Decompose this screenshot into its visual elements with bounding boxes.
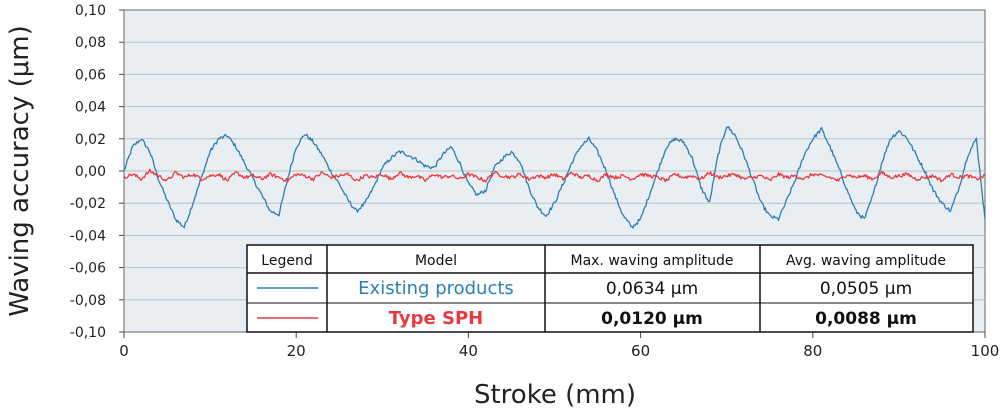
y-tick-label: 0,08 [75, 35, 106, 51]
legend-table: Legend Model Max. waving amplitude Avg. … [246, 244, 974, 333]
legend-header-avg: Avg. waving amplitude [786, 253, 946, 269]
series-layer [123, 126, 986, 229]
legend-table-frame [246, 244, 974, 333]
x-tick-label: 60 [631, 342, 650, 360]
y-tick-label: 0,02 [75, 132, 106, 148]
y-tick-label: 0,06 [75, 67, 106, 83]
y-tick-label: 0,10 [75, 3, 106, 19]
series-line [123, 126, 986, 229]
legend-header-model: Model [415, 253, 457, 269]
y-tick-label: 0,00 [75, 164, 106, 180]
y-tick-label: -0,06 [70, 261, 106, 277]
x-tick-label: 100 [971, 342, 1000, 360]
y-tick-label: -0,02 [70, 196, 106, 212]
x-axis-title: Stroke (mm) [474, 380, 636, 410]
y-tick-label: -0,08 [70, 293, 106, 309]
x-tick-label: 20 [287, 342, 306, 360]
legend-model-sph: Type SPH [389, 308, 483, 329]
y-axis-ticks: 0,10 0,08 0,06 0,04 0,02 0,00 -0,02 -0,04 -0,06 -… [70, 3, 124, 341]
y-tick-label: 0,04 [75, 100, 106, 116]
y-tick-label: -0,04 [70, 228, 106, 244]
legend-avg-existing: 0,0505 μm [820, 279, 912, 299]
x-tick-label: 40 [459, 342, 478, 360]
series-line [123, 168, 986, 183]
x-tick-label: 0 [119, 342, 129, 360]
legend-avg-sph: 0,0088 μm [815, 309, 917, 329]
x-tick-label: 80 [803, 342, 822, 360]
legend-model-existing: Existing products [358, 278, 514, 299]
y-tick-label: -0,10 [70, 325, 106, 341]
legend-max-existing: 0,0634 μm [606, 279, 698, 299]
x-axis-ticks: 0 20 40 60 80 100 [119, 332, 999, 360]
legend-header-legend: Legend [261, 253, 312, 269]
legend-max-sph: 0,0120 μm [601, 309, 703, 329]
legend-header-max: Max. waving amplitude [570, 253, 733, 269]
y-axis-title: Waving accuracy (μm) [5, 25, 35, 317]
